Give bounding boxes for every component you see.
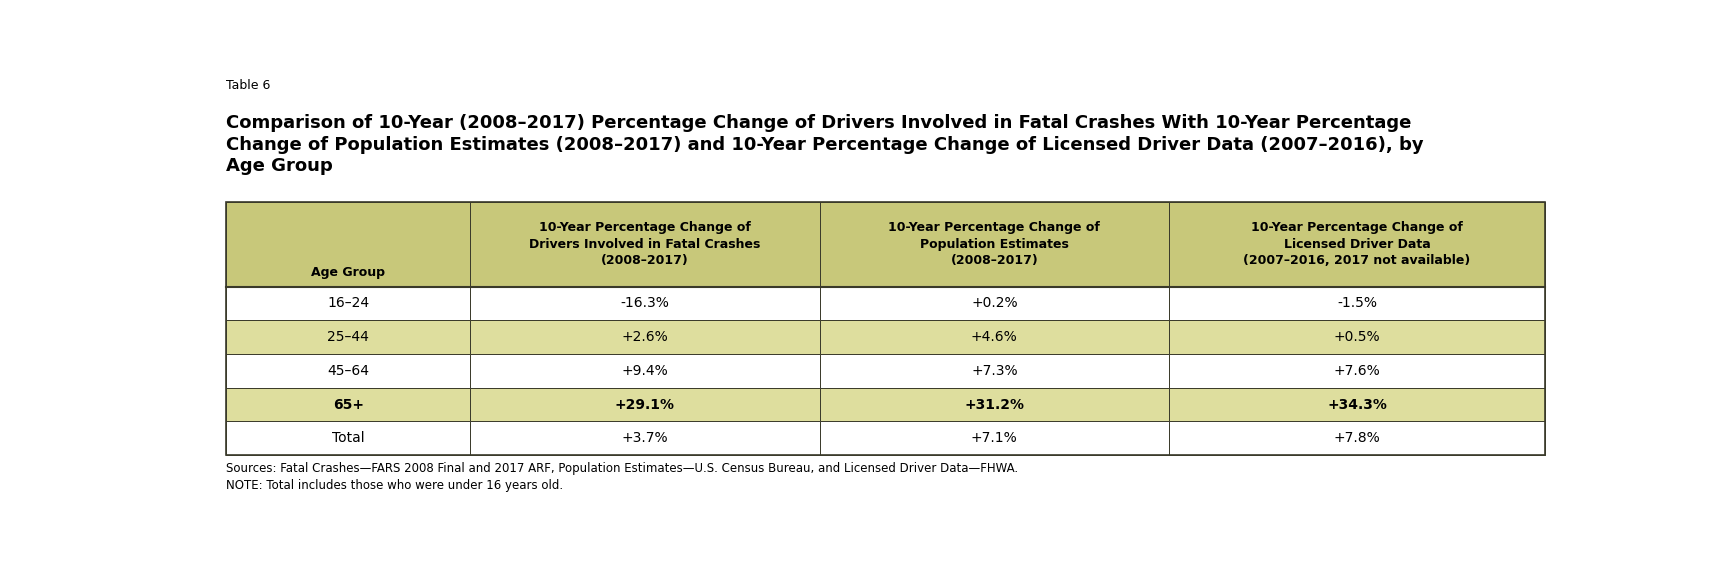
- Bar: [470, 354, 818, 388]
- Text: +7.8%: +7.8%: [1334, 431, 1380, 445]
- Bar: [818, 388, 1168, 421]
- Bar: [226, 202, 470, 286]
- Text: 10-Year Percentage Change of
Licensed Driver Data
(2007–2016, 2017 not available: 10-Year Percentage Change of Licensed Dr…: [1242, 221, 1470, 267]
- Bar: [1168, 286, 1544, 320]
- Bar: [818, 354, 1168, 388]
- Text: -1.5%: -1.5%: [1337, 296, 1377, 310]
- Text: Comparison of 10-Year (2008–2017) Percentage Change of Drivers Involved in Fatal: Comparison of 10-Year (2008–2017) Percen…: [226, 114, 1423, 175]
- Bar: [470, 286, 818, 320]
- Text: +29.1%: +29.1%: [615, 398, 674, 412]
- Text: Total: Total: [331, 431, 364, 445]
- Text: Table 6: Table 6: [226, 79, 271, 92]
- Text: -16.3%: -16.3%: [620, 296, 669, 310]
- Bar: [226, 421, 470, 455]
- Text: +0.2%: +0.2%: [970, 296, 1017, 310]
- Bar: [226, 320, 470, 354]
- Text: 45–64: 45–64: [327, 364, 369, 378]
- Bar: [470, 421, 818, 455]
- Text: +7.1%: +7.1%: [970, 431, 1017, 445]
- Text: 16–24: 16–24: [327, 296, 369, 310]
- Bar: [818, 421, 1168, 455]
- Bar: [226, 202, 1544, 455]
- Bar: [818, 286, 1168, 320]
- Text: +7.6%: +7.6%: [1334, 364, 1380, 378]
- Text: 25–44: 25–44: [327, 330, 369, 344]
- Text: +31.2%: +31.2%: [963, 398, 1023, 412]
- Text: 10-Year Percentage Change of
Drivers Involved in Fatal Crashes
(2008–2017): 10-Year Percentage Change of Drivers Inv…: [529, 221, 760, 267]
- Bar: [226, 354, 470, 388]
- Text: +3.7%: +3.7%: [622, 431, 669, 445]
- Text: +9.4%: +9.4%: [622, 364, 669, 378]
- Bar: [470, 388, 818, 421]
- Bar: [226, 286, 470, 320]
- Bar: [470, 202, 818, 286]
- Text: 65+: 65+: [333, 398, 364, 412]
- Bar: [1168, 354, 1544, 388]
- Text: +0.5%: +0.5%: [1334, 330, 1380, 344]
- Bar: [818, 320, 1168, 354]
- Bar: [470, 320, 818, 354]
- Bar: [1168, 320, 1544, 354]
- Bar: [818, 202, 1168, 286]
- Bar: [1168, 388, 1544, 421]
- Bar: [226, 388, 470, 421]
- Text: +7.3%: +7.3%: [970, 364, 1017, 378]
- Text: +34.3%: +34.3%: [1327, 398, 1385, 412]
- Text: 10-Year Percentage Change of
Population Estimates
(2008–2017): 10-Year Percentage Change of Population …: [887, 221, 1099, 267]
- Bar: [1168, 421, 1544, 455]
- Text: +4.6%: +4.6%: [970, 330, 1017, 344]
- Text: +2.6%: +2.6%: [622, 330, 669, 344]
- Bar: [1168, 202, 1544, 286]
- Text: Sources: Fatal Crashes—FARS 2008 Final and 2017 ARF, Population Estimates—U.S. C: Sources: Fatal Crashes—FARS 2008 Final a…: [226, 462, 1018, 492]
- Text: Age Group: Age Group: [310, 266, 384, 279]
